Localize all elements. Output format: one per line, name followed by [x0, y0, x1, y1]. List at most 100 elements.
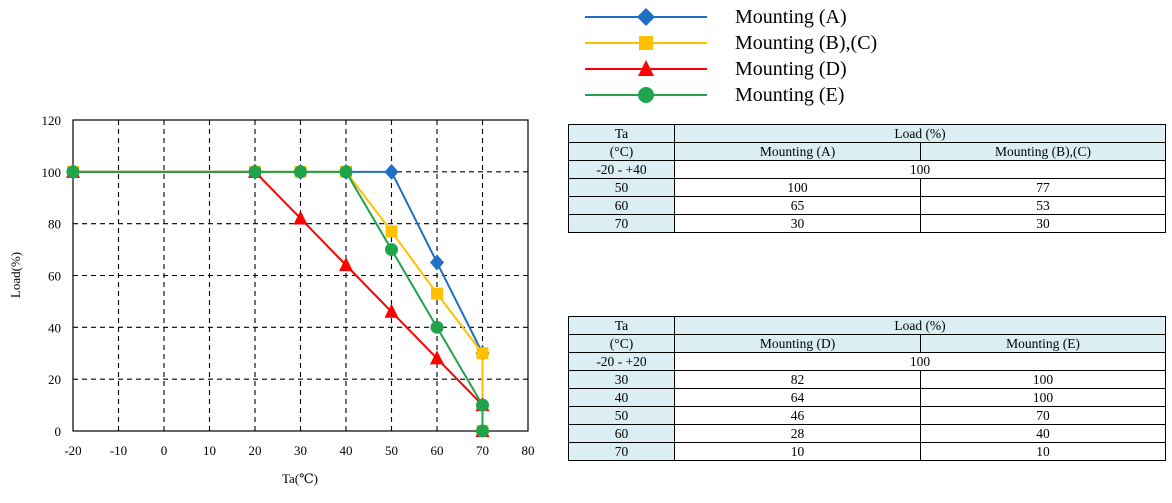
cell-b: 100 — [919, 370, 1167, 389]
header-load: Load (%) — [673, 124, 1167, 143]
legend-label: Mounting (E) — [735, 84, 845, 106]
series-mounting-d — [66, 163, 490, 437]
header-col-a: Mounting (A) — [674, 142, 921, 161]
row-ta: 70 — [568, 214, 675, 233]
data-point — [294, 165, 307, 179]
y-axis-ticks: 0 20 40 60 80 100 120 — [42, 113, 62, 439]
row-value: 100 — [673, 352, 1167, 371]
data-point — [384, 163, 399, 180]
data-point — [476, 398, 489, 412]
chart-grid — [73, 120, 528, 431]
y-tick-label: 40 — [48, 320, 61, 335]
x-tick-label: -20 — [64, 443, 81, 458]
circle-marker-icon — [585, 87, 707, 103]
y-tick-label: 0 — [55, 424, 62, 439]
row-ta: -20 - +40 — [568, 160, 675, 179]
square-marker-icon — [585, 36, 707, 50]
data-point — [476, 424, 489, 438]
table-row: -20 - +20 100 — [568, 352, 1167, 371]
series-mounting-e — [66, 165, 489, 438]
load-table-d-e: Ta Load (%) (°C) Mounting (D) Mounting (… — [568, 316, 1167, 461]
x-tick-label: 50 — [385, 443, 398, 458]
header-col-b: Mounting (E) — [919, 334, 1167, 353]
plot-area-frame — [72, 119, 529, 432]
data-point — [476, 347, 489, 360]
data-point — [385, 225, 398, 238]
x-axis-ticks: -20 -10 0 10 20 30 40 50 60 70 80 — [64, 443, 534, 458]
table-row: 60 28 40 — [568, 424, 1167, 443]
legend-label: Mounting (A) — [735, 6, 847, 28]
row-ta: 50 — [568, 406, 675, 425]
x-tick-label: 20 — [249, 443, 262, 458]
cell-b: 30 — [919, 214, 1167, 233]
row-ta: 70 — [568, 442, 675, 461]
table-row: 70 10 10 — [568, 442, 1167, 461]
x-tick-label: 60 — [431, 443, 444, 458]
data-point — [431, 287, 443, 300]
y-tick-label: 100 — [42, 165, 62, 180]
header-load: Load (%) — [673, 316, 1167, 335]
data-point — [384, 303, 399, 318]
y-tick-label: 20 — [48, 372, 61, 387]
table-row: 40 64 100 — [568, 388, 1167, 407]
data-point — [339, 257, 353, 272]
table-subheader-row: (°C) Mounting (A) Mounting (B),(C) — [568, 142, 1167, 161]
y-axis-label: Load(%) — [8, 252, 23, 298]
y-tick-label: 60 — [48, 269, 61, 284]
x-tick-label: 0 — [161, 443, 168, 458]
data-point — [430, 350, 444, 365]
table-row: 30 82 100 — [568, 370, 1167, 389]
row-ta: 60 — [568, 424, 675, 443]
cell-b: 100 — [919, 388, 1167, 407]
row-ta: 30 — [568, 370, 675, 389]
x-tick-label: 70 — [476, 443, 489, 458]
chart-legend: Mounting (A) Mounting (B),(C) Mounting (… — [585, 4, 945, 108]
legend-label: Mounting (B),(C) — [735, 32, 878, 54]
header-col-a: Mounting (D) — [674, 334, 921, 353]
header-unit: (°C) — [568, 334, 675, 353]
diamond-marker-icon — [585, 8, 707, 26]
data-point — [293, 210, 308, 225]
row-ta: 50 — [568, 178, 675, 197]
y-tick-label: 120 — [42, 113, 62, 128]
series-mounting-a — [66, 163, 490, 362]
cell-b: 10 — [919, 442, 1167, 461]
series-line — [73, 170, 484, 431]
cell-a: 82 — [674, 370, 921, 389]
x-tick-label: 10 — [203, 443, 216, 458]
series-line — [73, 170, 484, 354]
x-tick-label: 80 — [522, 443, 535, 458]
x-tick-label: 40 — [340, 443, 353, 458]
data-point — [430, 320, 444, 334]
cell-a: 65 — [674, 196, 921, 215]
table-header-row: Ta Load (%) — [568, 316, 1167, 335]
header-ta: Ta — [568, 316, 675, 335]
cell-a: 46 — [674, 406, 921, 425]
legend-item-mounting-e: Mounting (E) — [585, 82, 945, 108]
triangle-marker-icon — [585, 60, 707, 76]
cell-a: 28 — [674, 424, 921, 443]
legend-item-mounting-bc: Mounting (B),(C) — [585, 30, 945, 56]
cell-a: 64 — [674, 388, 921, 407]
data-point — [385, 243, 398, 257]
header-ta: Ta — [568, 124, 675, 143]
legend-label: Mounting (D) — [735, 58, 847, 80]
row-ta: 40 — [568, 388, 675, 407]
x-axis-label: Ta(℃) — [282, 471, 318, 486]
data-point — [430, 254, 444, 271]
table-header-row: Ta Load (%) — [568, 124, 1167, 143]
cell-b: 70 — [919, 406, 1167, 425]
table-row: 60 65 53 — [568, 196, 1167, 215]
cell-a: 30 — [674, 214, 921, 233]
cell-b: 40 — [919, 424, 1167, 443]
table-row: 50 46 70 — [568, 406, 1167, 425]
table-row: -20 - +40 100 — [568, 160, 1167, 179]
cell-b: 53 — [919, 196, 1167, 215]
table-row: 70 30 30 — [568, 214, 1167, 233]
table-subheader-row: (°C) Mounting (D) Mounting (E) — [568, 334, 1167, 353]
cell-a: 100 — [674, 178, 921, 197]
data-point — [339, 165, 353, 179]
row-ta: 60 — [568, 196, 675, 215]
row-ta: -20 - +20 — [568, 352, 675, 371]
cell-b: 77 — [919, 178, 1167, 197]
